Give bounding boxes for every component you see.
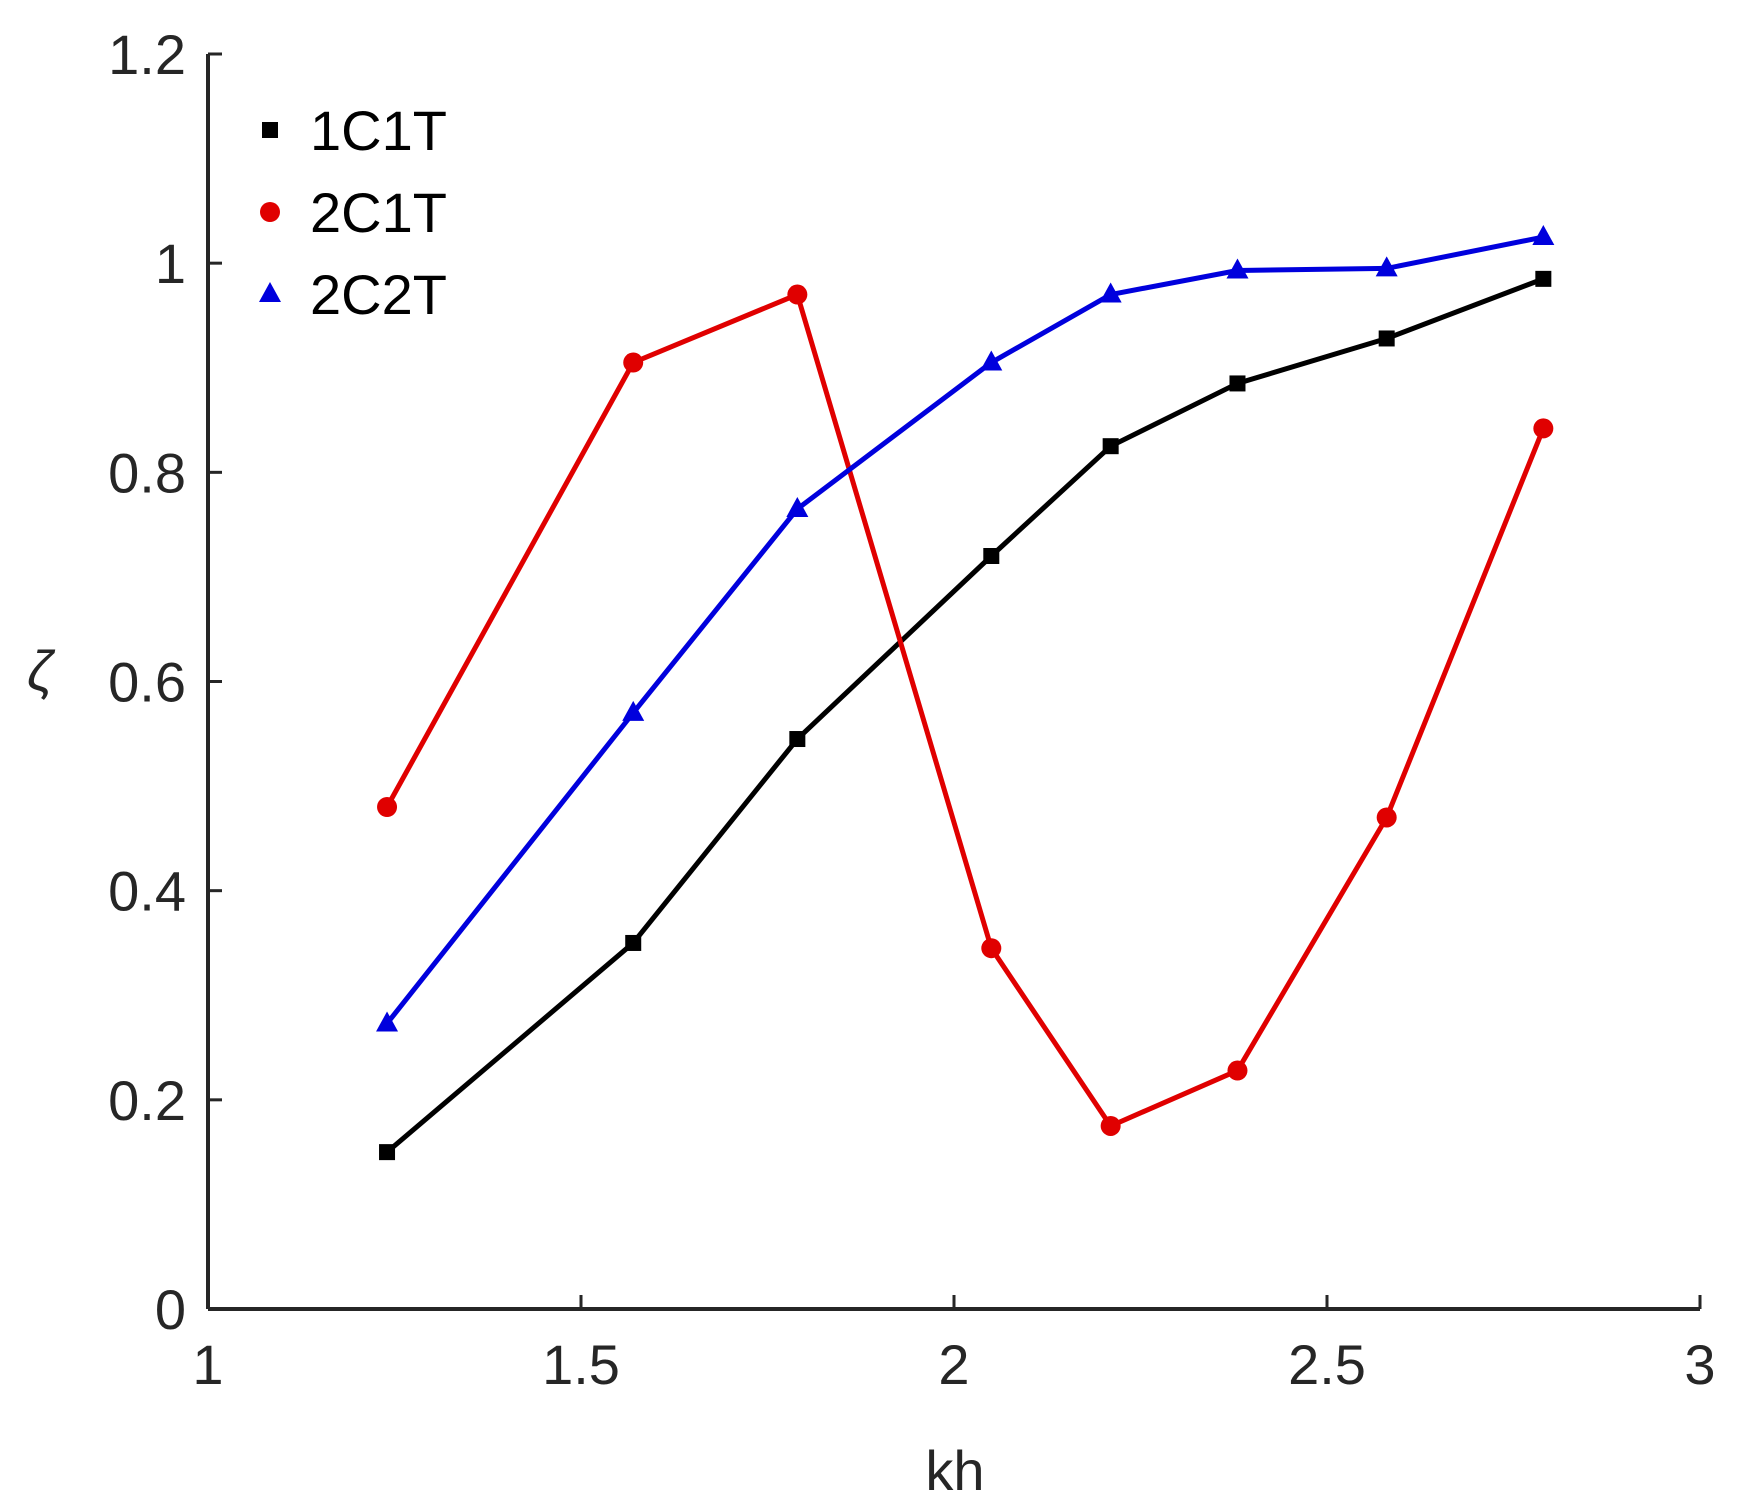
series-layer <box>376 225 1555 1161</box>
x-tick-label-2: 2 <box>938 1333 969 1396</box>
y-tick-label-1: 0.2 <box>108 1069 186 1132</box>
data-point-1C1T-3 <box>983 548 1000 564</box>
data-point-1C1T-1 <box>625 934 642 951</box>
x-tick-label-0: 1 <box>192 1333 223 1396</box>
data-point-2C1T-4 <box>1100 1115 1121 1136</box>
data-point-1C1T-6 <box>1378 330 1395 347</box>
data-point-2C2T-1 <box>622 700 645 721</box>
data-point-1C1T-0 <box>379 1144 396 1161</box>
legend-marker-1C1T <box>262 122 278 138</box>
y-tick-label-6: 1.2 <box>108 23 186 86</box>
x-tick-label-4: 3 <box>1684 1333 1715 1396</box>
data-point-2C2T-6 <box>1375 256 1398 277</box>
legend-marker-2C1T <box>260 202 280 222</box>
data-point-2C2T-5 <box>1226 258 1249 279</box>
y-tick-label-4: 0.8 <box>108 441 186 504</box>
data-point-2C2T-7 <box>1532 225 1555 246</box>
legend-label-2C1T: 2C1T <box>310 181 447 244</box>
series-line-1C1T <box>385 276 1545 1155</box>
legend-entry-2C1T: 2C1T <box>260 181 447 244</box>
x-tick-label-1: 1.5 <box>542 1333 620 1396</box>
legend-entry-1C1T: 1C1T <box>262 99 447 162</box>
series-line-2C2T <box>385 234 1544 1026</box>
data-point-2C1T-7 <box>1533 418 1554 439</box>
series-1C1T <box>379 270 1552 1161</box>
data-point-2C1T-6 <box>1376 807 1397 828</box>
data-point-2C2T-0 <box>376 1011 399 1032</box>
series-line-2C1T <box>384 292 1546 1129</box>
legend-label-2C2T: 2C2T <box>310 263 447 326</box>
x-tick-label-3: 2.5 <box>1288 1333 1366 1396</box>
data-point-1C1T-7 <box>1535 270 1552 287</box>
legend-label-1C1T: 1C1T <box>310 99 447 162</box>
data-point-2C1T-5 <box>1227 1060 1248 1081</box>
data-point-2C1T-0 <box>377 797 398 817</box>
legend: 1C1T 2C1T 2C2T <box>259 99 447 326</box>
series-2C1T <box>377 284 1554 1136</box>
data-point-2C2T-2 <box>786 496 809 517</box>
data-point-2C1T-2 <box>787 284 808 305</box>
data-point-2C2T-3 <box>980 350 1003 371</box>
data-point-1C1T-5 <box>1229 375 1246 392</box>
legend-entry-2C2T: 2C2T <box>259 263 447 326</box>
data-point-2C2T-4 <box>1099 282 1122 303</box>
series-2C2T <box>376 225 1555 1032</box>
axes: 1 1.5 2 2.5 3 0 0.2 0.4 0.6 0.8 1 1.2 <box>108 23 1715 1396</box>
data-point-2C1T-3 <box>981 938 1002 959</box>
y-tick-label-0: 0 <box>155 1278 186 1341</box>
data-point-1C1T-4 <box>1102 438 1119 455</box>
legend-marker-2C2T <box>259 282 281 302</box>
data-point-2C1T-1 <box>623 352 644 373</box>
x-axis-title: kh <box>925 1439 984 1502</box>
y-tick-label-3: 0.6 <box>108 651 186 714</box>
y-axis-title: ζ <box>27 639 56 702</box>
data-point-1C1T-2 <box>789 731 806 748</box>
y-tick-label-5: 1 <box>155 232 186 295</box>
y-tick-label-2: 0.4 <box>108 860 186 923</box>
